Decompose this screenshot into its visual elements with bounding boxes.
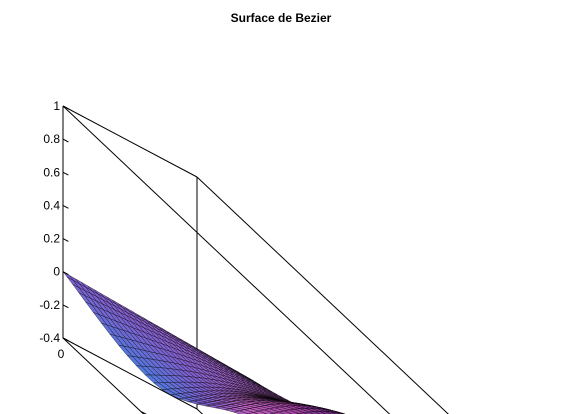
surface-patch: [278, 410, 292, 414]
z-tick-label: 1: [53, 99, 60, 113]
z-tick-label: 0.6: [43, 165, 60, 179]
z-tick-mark: [62, 304, 69, 309]
z-tick-mark: [62, 171, 69, 176]
z-tick-label: 0.8: [43, 132, 60, 146]
z-tick-mark: [62, 138, 69, 143]
surface-patch: [308, 411, 320, 414]
z-tick-label: -0.2: [39, 298, 60, 312]
z-tick-mark: [62, 204, 69, 209]
z-tick-mark: [62, 271, 69, 276]
box-edge-x-back-top: [196, 176, 449, 414]
x-tick-label: 0: [58, 347, 65, 361]
surface-patch: [325, 411, 336, 414]
box-edge-x-front-top: [62, 105, 391, 414]
axis-ticks: -0.4-0.200.20.40.60.8100.511.522.5012: [39, 99, 147, 414]
chart-title: Surface de Bezier: [231, 11, 332, 25]
z-tick-label: 0: [53, 265, 60, 279]
z-tick-label: 0.4: [43, 198, 60, 212]
z-tick-mark: [62, 105, 69, 110]
surface-patch: [319, 411, 332, 414]
surface-patch: [330, 411, 340, 414]
z-tick-mark: [62, 238, 69, 242]
axes-box-back: [62, 105, 449, 414]
z-tick-label: 0.2: [43, 232, 60, 246]
surface-patch: [253, 410, 268, 414]
box-edge-y-left-bottom: [62, 337, 198, 410]
surface-mesh: [62, 271, 346, 414]
surface-patch: [314, 411, 326, 414]
box-edge-x-front-bottom: [62, 337, 145, 414]
box-edge-y-left-top: [62, 105, 198, 178]
z-tick-label: -0.4: [39, 331, 60, 345]
x-tick-mark: [62, 337, 69, 342]
